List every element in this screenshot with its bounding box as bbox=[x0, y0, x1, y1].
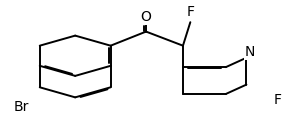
Text: O: O bbox=[141, 10, 151, 24]
Text: Br: Br bbox=[14, 100, 29, 114]
Text: F: F bbox=[274, 93, 281, 107]
Text: N: N bbox=[245, 45, 255, 59]
Text: F: F bbox=[186, 5, 194, 19]
